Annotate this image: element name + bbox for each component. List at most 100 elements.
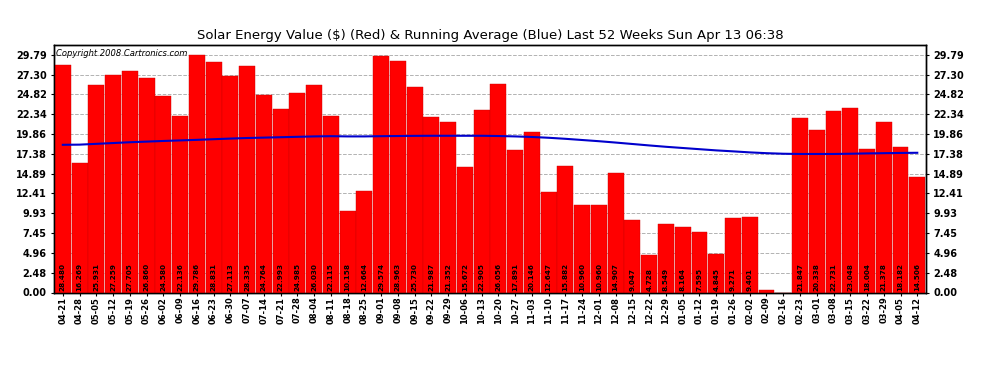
Text: Copyright 2008 Cartronics.com: Copyright 2008 Cartronics.com — [56, 49, 187, 58]
Text: 28.335: 28.335 — [245, 263, 250, 291]
Bar — [407, 87, 423, 292]
Text: 16.269: 16.269 — [76, 263, 82, 291]
Text: 28.831: 28.831 — [211, 263, 217, 291]
Bar — [842, 108, 858, 292]
Bar — [424, 117, 440, 292]
Text: 25.730: 25.730 — [412, 263, 418, 291]
Text: 27.113: 27.113 — [228, 264, 234, 291]
Bar — [139, 78, 154, 292]
Bar — [105, 75, 121, 292]
Bar — [859, 149, 875, 292]
Text: 8.549: 8.549 — [663, 268, 669, 291]
Bar — [893, 147, 909, 292]
Title: Solar Energy Value ($) (Red) & Running Average (Blue) Last 52 Weeks Sun Apr 13 0: Solar Energy Value ($) (Red) & Running A… — [197, 30, 783, 42]
Text: 21.352: 21.352 — [446, 263, 451, 291]
Bar — [390, 61, 406, 292]
Text: 14.907: 14.907 — [613, 263, 619, 291]
Text: 22.993: 22.993 — [277, 263, 283, 291]
Text: 24.580: 24.580 — [160, 263, 166, 291]
Text: 15.882: 15.882 — [562, 263, 568, 291]
Bar — [88, 86, 104, 292]
Bar — [323, 116, 339, 292]
Text: 4.845: 4.845 — [713, 268, 719, 291]
Text: 9.401: 9.401 — [746, 268, 752, 291]
Text: 8.164: 8.164 — [680, 268, 686, 291]
Text: 17.891: 17.891 — [512, 263, 518, 291]
Bar — [189, 55, 205, 292]
Bar — [474, 110, 490, 292]
Bar — [255, 95, 272, 292]
Text: 9.047: 9.047 — [630, 268, 636, 291]
Bar — [591, 205, 607, 292]
Bar — [490, 84, 507, 292]
Text: 18.182: 18.182 — [898, 263, 904, 291]
Text: 26.056: 26.056 — [495, 263, 501, 291]
Text: 20.146: 20.146 — [529, 263, 535, 291]
Bar — [441, 122, 456, 292]
Bar — [206, 62, 222, 292]
Text: 10.960: 10.960 — [596, 263, 602, 291]
Bar — [742, 217, 757, 292]
Bar — [54, 65, 71, 292]
Text: 14.506: 14.506 — [915, 263, 921, 291]
Text: 28.480: 28.480 — [59, 263, 65, 291]
Text: 28.963: 28.963 — [395, 263, 401, 291]
Text: 26.030: 26.030 — [311, 263, 317, 291]
Text: 27.259: 27.259 — [110, 263, 116, 291]
Bar — [675, 227, 691, 292]
Bar — [910, 177, 926, 292]
Text: 18.004: 18.004 — [864, 263, 870, 291]
Text: 29.786: 29.786 — [194, 263, 200, 291]
Bar — [574, 205, 590, 292]
Text: 9.271: 9.271 — [730, 268, 736, 291]
Bar — [826, 111, 842, 292]
Text: 20.338: 20.338 — [814, 263, 820, 291]
Bar — [457, 167, 473, 292]
Bar — [272, 109, 289, 292]
Bar — [725, 219, 741, 292]
Bar — [758, 290, 774, 292]
Bar — [122, 71, 138, 292]
Text: 24.764: 24.764 — [261, 263, 267, 291]
Bar — [792, 118, 808, 292]
Bar — [172, 116, 188, 292]
Text: 10.960: 10.960 — [579, 263, 585, 291]
Bar — [658, 224, 674, 292]
Bar — [557, 166, 573, 292]
Bar — [507, 150, 523, 292]
Text: 26.860: 26.860 — [144, 263, 149, 291]
Bar — [71, 163, 87, 292]
Bar — [155, 96, 171, 292]
Bar — [356, 191, 372, 292]
Bar — [691, 232, 708, 292]
Text: 24.985: 24.985 — [294, 263, 300, 291]
Text: 22.731: 22.731 — [831, 264, 837, 291]
Bar — [876, 122, 892, 292]
Text: 22.115: 22.115 — [328, 263, 334, 291]
Text: 22.905: 22.905 — [479, 263, 485, 291]
Text: 7.595: 7.595 — [697, 268, 703, 291]
Text: 21.847: 21.847 — [797, 263, 803, 291]
Text: 21.987: 21.987 — [429, 263, 435, 291]
Text: 22.136: 22.136 — [177, 263, 183, 291]
Text: 25.931: 25.931 — [93, 263, 99, 291]
Bar — [708, 254, 725, 292]
Text: 27.705: 27.705 — [127, 263, 133, 291]
Bar — [373, 56, 389, 292]
Text: 12.647: 12.647 — [545, 263, 551, 291]
Bar — [223, 76, 239, 292]
Text: 15.672: 15.672 — [462, 263, 468, 291]
Text: 21.378: 21.378 — [881, 263, 887, 291]
Bar — [541, 192, 556, 292]
Text: 29.574: 29.574 — [378, 263, 384, 291]
Bar — [289, 93, 305, 292]
Text: 23.048: 23.048 — [847, 263, 853, 291]
Bar — [625, 220, 641, 292]
Text: 10.158: 10.158 — [345, 263, 350, 291]
Bar — [340, 211, 355, 292]
Bar — [306, 85, 322, 292]
Text: 4.728: 4.728 — [646, 268, 652, 291]
Bar — [608, 174, 624, 292]
Bar — [524, 132, 540, 292]
Text: 12.664: 12.664 — [361, 263, 367, 291]
